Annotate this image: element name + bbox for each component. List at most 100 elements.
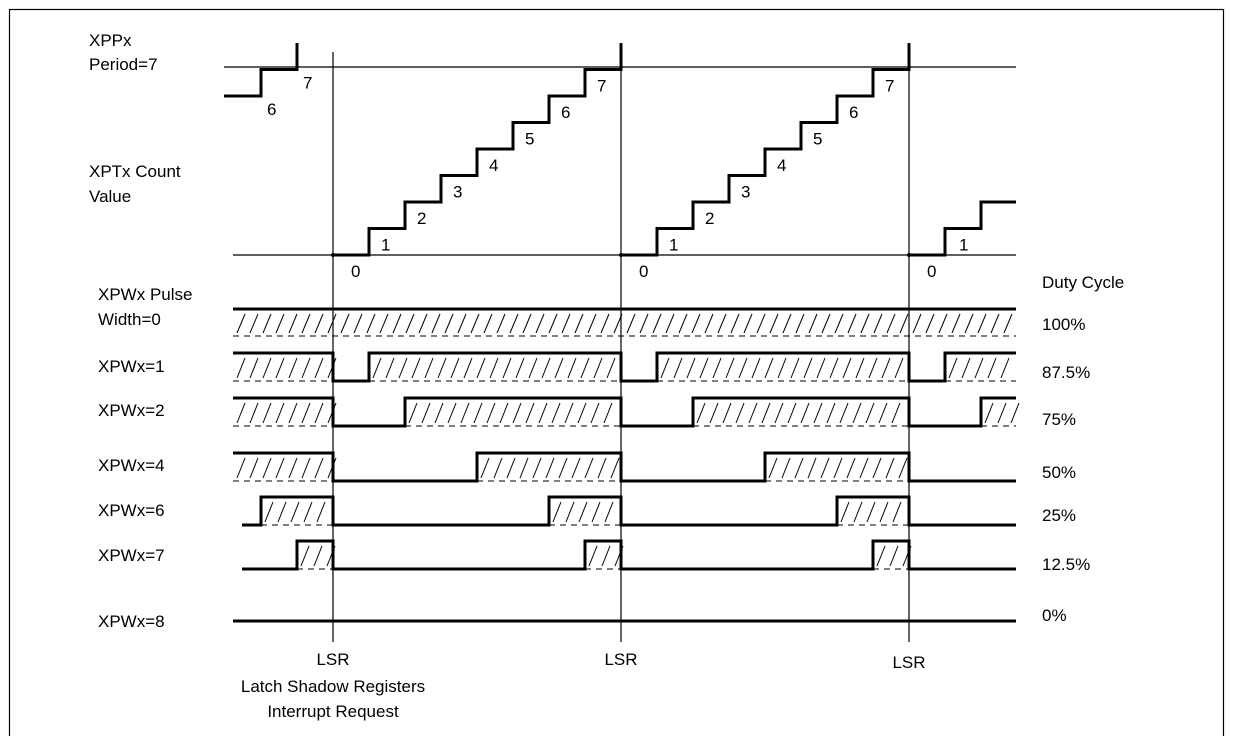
hatch-mark — [626, 313, 636, 334]
hatch-mark — [790, 357, 800, 379]
hatch-mark — [704, 313, 714, 334]
hatch-mark — [372, 357, 382, 379]
hatch-mark — [1003, 313, 1013, 334]
hatch-mark — [712, 357, 722, 379]
hatch-mark — [872, 457, 882, 479]
hatch-mark — [327, 357, 337, 379]
hatch-mark — [665, 313, 675, 334]
hatch-mark — [519, 457, 529, 479]
counter-step-label: 1 — [959, 236, 968, 255]
hatch-mark — [525, 402, 535, 424]
counter-tail-steps — [224, 43, 299, 98]
caption-latch-shadow-registers: Latch Shadow Registers — [241, 677, 425, 696]
hatch-mark — [813, 402, 823, 424]
hatch-mark — [408, 402, 418, 424]
period-label-line1: XPPx — [89, 31, 132, 50]
hatch-mark — [437, 357, 447, 379]
hatch-mark — [551, 402, 561, 424]
hatch-mark — [327, 457, 337, 479]
hatch-mark — [301, 357, 311, 379]
hatch-mark — [696, 402, 706, 424]
hatch-mark — [807, 457, 817, 479]
hatch-mark — [613, 313, 623, 334]
hatch-mark — [876, 545, 886, 567]
hatch-mark — [264, 501, 274, 523]
hatch-mark — [777, 357, 787, 379]
hatch-mark — [855, 357, 865, 379]
hatch-mark — [588, 545, 598, 567]
hatch-mark — [892, 501, 902, 523]
hatch-mark — [366, 313, 376, 334]
hatch-mark — [275, 313, 285, 334]
hatch-mark — [743, 313, 753, 334]
hatch-mark — [997, 402, 1007, 424]
hatch-mark — [314, 457, 324, 479]
hatch-mark — [748, 402, 758, 424]
hatch-mark — [499, 402, 509, 424]
hatch-mark — [898, 457, 908, 479]
hatch-mark — [821, 313, 831, 334]
hatch-mark — [340, 313, 350, 334]
hatch-mark — [548, 313, 558, 334]
hatch-mark — [249, 357, 259, 379]
pulse-waveform — [233, 351, 1016, 383]
hatch-mark — [686, 357, 696, 379]
hatch-mark — [522, 313, 532, 334]
hatch-mark — [891, 402, 901, 424]
counter-step-label: 5 — [525, 130, 534, 149]
counter-step-label: 1 — [381, 236, 390, 255]
duty-cycle-value: 100% — [1042, 315, 1085, 334]
hatch-mark — [984, 402, 994, 424]
pulse-row-label: XPWx=6 — [98, 501, 165, 520]
hatch-mark — [236, 357, 246, 379]
hatch-mark — [236, 313, 246, 334]
hatch-mark — [577, 402, 587, 424]
hatch-mark — [795, 313, 805, 334]
hatch-mark — [948, 357, 958, 379]
hatch-mark — [853, 501, 863, 523]
counter-step-label: 4 — [777, 156, 786, 175]
hatch-mark — [515, 357, 525, 379]
hatch-mark — [603, 402, 613, 424]
hatch-mark — [829, 357, 839, 379]
counter-step-label: 2 — [417, 209, 426, 228]
diagram-frame — [8, 8, 1225, 736]
hatch-mark — [424, 357, 434, 379]
hatch-mark — [764, 357, 774, 379]
hatch-mark — [725, 357, 735, 379]
duty-cycle-value: 0% — [1042, 606, 1067, 625]
hatch-mark — [738, 357, 748, 379]
hatch-mark — [288, 457, 298, 479]
counter-step-label: 1 — [669, 236, 678, 255]
hatch-mark — [839, 402, 849, 424]
hatch-mark — [673, 357, 683, 379]
hatch-mark — [301, 457, 311, 479]
hatch-mark — [678, 313, 688, 334]
pulse-row-pw-7: XPWx=7 12.5% — [98, 539, 1090, 574]
hatch-mark — [249, 457, 259, 479]
hatch-mark — [803, 357, 813, 379]
hatch-mark — [591, 501, 601, 523]
pulse-row-pw-4: XPWx=4 50% — [98, 451, 1076, 483]
hatch-mark — [561, 313, 571, 334]
hatch-mark — [314, 313, 324, 334]
hatch-mark — [847, 313, 857, 334]
duty-cycle-value: 75% — [1042, 410, 1076, 429]
hatch-mark — [483, 313, 493, 334]
hatch-mark — [660, 357, 670, 379]
hatch-mark — [545, 457, 555, 479]
hatch-mark — [288, 357, 298, 379]
pulse-row-pw-1: XPWx=1 87.5% — [98, 351, 1090, 383]
hatch-mark — [717, 313, 727, 334]
hatch-mark — [431, 313, 441, 334]
hatch-mark — [411, 357, 421, 379]
pulse-row-label-line2: Width=0 — [98, 310, 161, 329]
hatch-mark — [480, 457, 490, 479]
hatch-mark — [262, 402, 272, 424]
hatch-mark — [606, 357, 616, 379]
counter-step-label: 0 — [927, 262, 936, 281]
hatch-mark — [554, 357, 564, 379]
hatch-mark — [301, 313, 311, 334]
hatch-mark — [489, 357, 499, 379]
